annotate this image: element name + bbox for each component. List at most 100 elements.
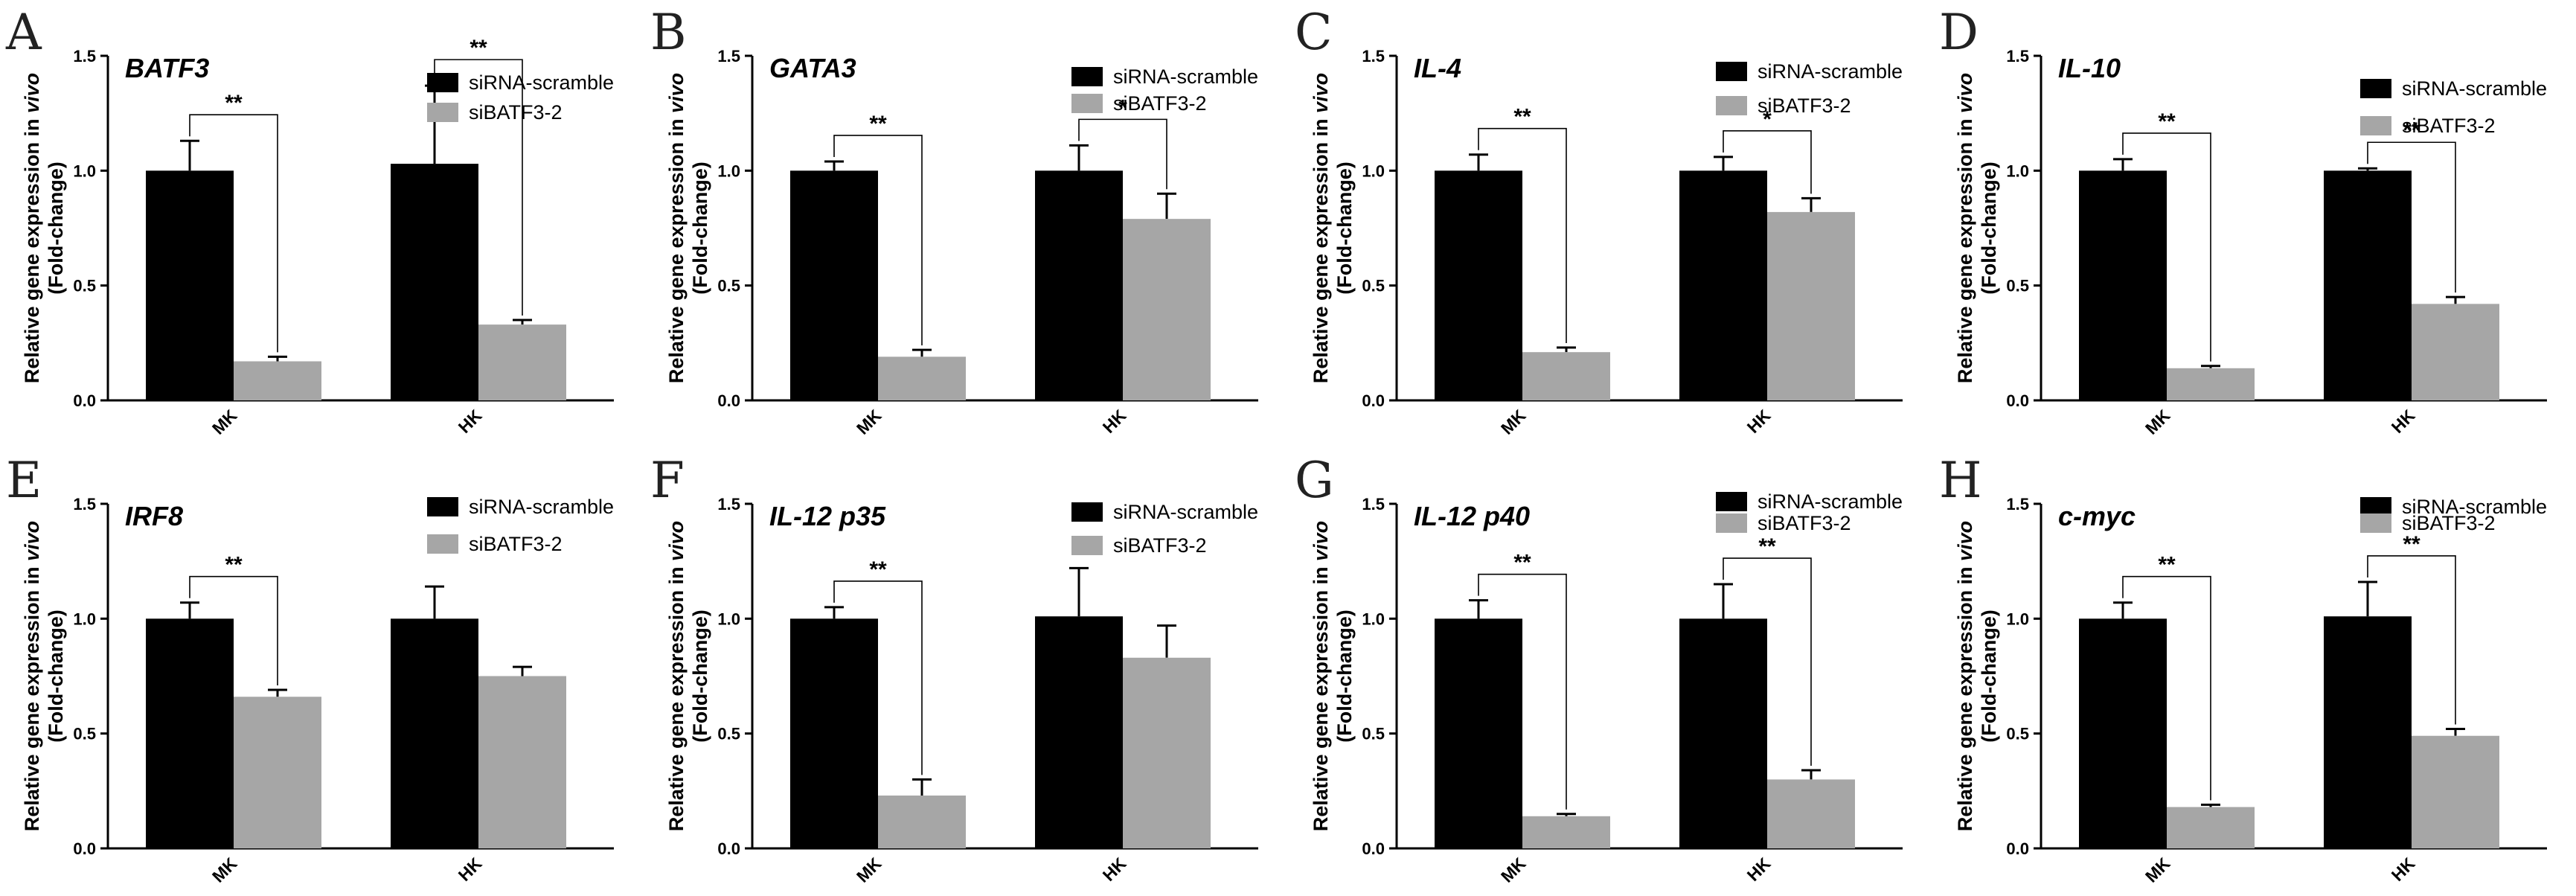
significance-mark: *	[1763, 107, 1772, 132]
bar-scramble-mk	[2079, 618, 2167, 848]
legend-label: siRNA-scramble	[469, 71, 614, 94]
y-axis-label: Relative gene expression in vivo	[1310, 521, 1332, 831]
y-axis-label: Relative gene expression in vivo	[665, 73, 688, 383]
y-axis-label-main: Relative gene expression in	[1954, 561, 1976, 831]
legend-swatch	[1071, 502, 1103, 522]
y-tick-label: 1.0	[717, 161, 740, 180]
significance-mark: *	[1118, 95, 1127, 120]
y-axis-label-sub: (Fold-change)	[45, 609, 67, 742]
y-axis-label-italic: vivo	[1310, 73, 1332, 113]
legend-label: siBATF3-2	[469, 101, 563, 124]
legend-label: siBATF3-2	[1113, 534, 1207, 557]
y-axis-label-main: Relative gene expression in	[21, 113, 43, 383]
y-tick-label: 0.5	[1362, 277, 1385, 295]
y-axis-label: Relative gene expression in vivo	[21, 73, 43, 383]
y-tick-label: 1.5	[1362, 47, 1385, 65]
y-axis-label-sub: (Fold-change)	[1978, 161, 2000, 294]
x-tick-label: MK	[1497, 854, 1530, 886]
significance-bracket	[1723, 557, 1812, 767]
bar-sibatf3-hk	[1123, 657, 1211, 848]
y-tick-label: 0.0	[717, 839, 740, 858]
y-tick-label: 0.0	[1362, 839, 1385, 858]
y-axis-label-italic: vivo	[665, 73, 688, 113]
significance-mark: **	[1758, 534, 1776, 559]
y-tick-label: 0.5	[2006, 277, 2029, 295]
significance-mark: **	[225, 553, 243, 577]
legend-swatch	[1716, 513, 1747, 533]
bar-sibatf3-hk	[478, 324, 566, 400]
panel-label: D	[1939, 4, 1979, 61]
gene-title: BATF3	[125, 53, 209, 83]
y-tick-label: 0.0	[717, 391, 740, 410]
significance-mark: **	[2403, 118, 2420, 143]
legend-label: siRNA-scramble	[469, 496, 614, 518]
y-axis-label-sub: (Fold-change)	[1333, 609, 1356, 742]
bar-scramble-mk	[790, 618, 878, 848]
x-tick-label: MK	[208, 406, 241, 438]
x-tick-label: HK	[1099, 854, 1130, 885]
significance-bracket	[2122, 132, 2211, 362]
x-tick-label: HK	[455, 854, 486, 885]
panel-a: A BATF3 Relative gene expression in vivo (F…	[0, 0, 644, 448]
bar-scramble-mk	[1435, 618, 1522, 848]
significance-mark: **	[1513, 105, 1531, 129]
x-tick-label: MK	[2141, 406, 2174, 438]
significance-mark: **	[2158, 553, 2176, 577]
y-tick-label: 1.5	[717, 47, 740, 65]
significance-bracket	[189, 575, 278, 686]
y-tick-label: 1.0	[1362, 609, 1385, 628]
bar-sibatf3-mk	[234, 697, 321, 848]
panel-label: C	[1295, 4, 1333, 61]
y-axis-label: Relative gene expression in vivo	[1310, 73, 1332, 383]
panel-f: F IL-12 p35 Relative gene expression in vi…	[644, 448, 1289, 896]
y-axis-label: Relative gene expression in vivo	[21, 521, 43, 831]
legend-swatch	[1071, 94, 1103, 113]
legend-label: siBATF3-2	[469, 533, 563, 555]
gene-title: c-myc	[2058, 501, 2136, 531]
chart-svg: G IL-12 p40 Relative gene expression in vi…	[1295, 452, 1903, 886]
gene-title: GATA3	[769, 53, 856, 83]
bar-scramble-mk	[1435, 170, 1522, 401]
y-axis-label-main: Relative gene expression in	[665, 113, 688, 383]
y-tick-label: 1.5	[1362, 495, 1385, 513]
y-axis-label-italic: vivo	[21, 73, 43, 113]
gene-title: IL-12 p40	[1414, 501, 1530, 531]
legend-label: siBATF3-2	[1758, 512, 1851, 534]
bar-scramble-mk	[790, 170, 878, 401]
bar-sibatf3-mk	[2167, 368, 2255, 400]
bar-scramble-mk	[2079, 170, 2167, 401]
y-tick-label: 1.0	[73, 161, 96, 180]
legend-label: siBATF3-2	[1758, 95, 1851, 117]
significance-mark: **	[2403, 532, 2420, 557]
y-tick-label: 0.5	[717, 277, 740, 295]
significance-mark: **	[1513, 551, 1531, 575]
bar-sibatf3-hk	[2412, 304, 2499, 400]
bar-scramble-hk	[2324, 616, 2412, 848]
y-axis-label-italic: vivo	[1954, 73, 1976, 113]
y-axis-label-italic: vivo	[1954, 521, 1976, 561]
bar-sibatf3-mk	[1522, 352, 1610, 400]
y-axis-label-italic: vivo	[1310, 521, 1332, 561]
y-axis-label-main: Relative gene expression in	[1954, 113, 1976, 383]
panel-label: F	[650, 452, 685, 509]
y-tick-label: 1.5	[717, 495, 740, 513]
significance-bracket	[2367, 555, 2456, 725]
x-tick-label: MK	[1497, 406, 1530, 438]
panel-label: E	[6, 452, 42, 509]
bar-sibatf3-hk	[1767, 779, 1855, 848]
legend-swatch	[427, 103, 458, 122]
legend-swatch	[427, 73, 458, 92]
significance-bracket	[1078, 118, 1167, 190]
significance-mark: **	[869, 557, 887, 582]
significance-bracket	[1478, 127, 1567, 344]
panel-b: B GATA3 Relative gene expression in vivo (F…	[644, 0, 1289, 448]
bar-scramble-hk	[1035, 170, 1123, 401]
legend-label: siBATF3-2	[1113, 92, 1207, 115]
panel-label: H	[1939, 452, 1982, 509]
